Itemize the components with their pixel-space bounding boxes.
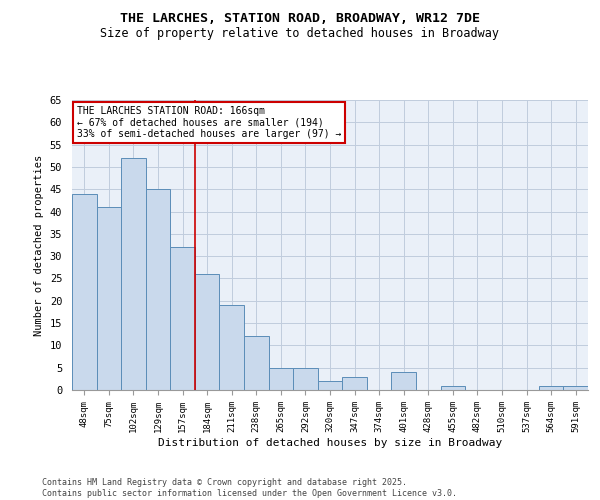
- Bar: [121, 158, 146, 390]
- Bar: [244, 336, 269, 390]
- Bar: [72, 194, 97, 390]
- Bar: [170, 247, 195, 390]
- Bar: [539, 386, 563, 390]
- Text: Size of property relative to detached houses in Broadway: Size of property relative to detached ho…: [101, 28, 499, 40]
- Text: Contains HM Land Registry data © Crown copyright and database right 2025.
Contai: Contains HM Land Registry data © Crown c…: [42, 478, 457, 498]
- Bar: [195, 274, 220, 390]
- Text: THE LARCHES, STATION ROAD, BROADWAY, WR12 7DE: THE LARCHES, STATION ROAD, BROADWAY, WR1…: [120, 12, 480, 26]
- Y-axis label: Number of detached properties: Number of detached properties: [34, 154, 44, 336]
- X-axis label: Distribution of detached houses by size in Broadway: Distribution of detached houses by size …: [158, 438, 502, 448]
- Bar: [269, 368, 293, 390]
- Bar: [97, 207, 121, 390]
- Bar: [220, 305, 244, 390]
- Bar: [293, 368, 318, 390]
- Bar: [318, 381, 342, 390]
- Bar: [563, 386, 588, 390]
- Bar: [146, 189, 170, 390]
- Bar: [391, 372, 416, 390]
- Bar: [342, 376, 367, 390]
- Bar: [440, 386, 465, 390]
- Text: THE LARCHES STATION ROAD: 166sqm
← 67% of detached houses are smaller (194)
33% : THE LARCHES STATION ROAD: 166sqm ← 67% o…: [77, 106, 341, 139]
